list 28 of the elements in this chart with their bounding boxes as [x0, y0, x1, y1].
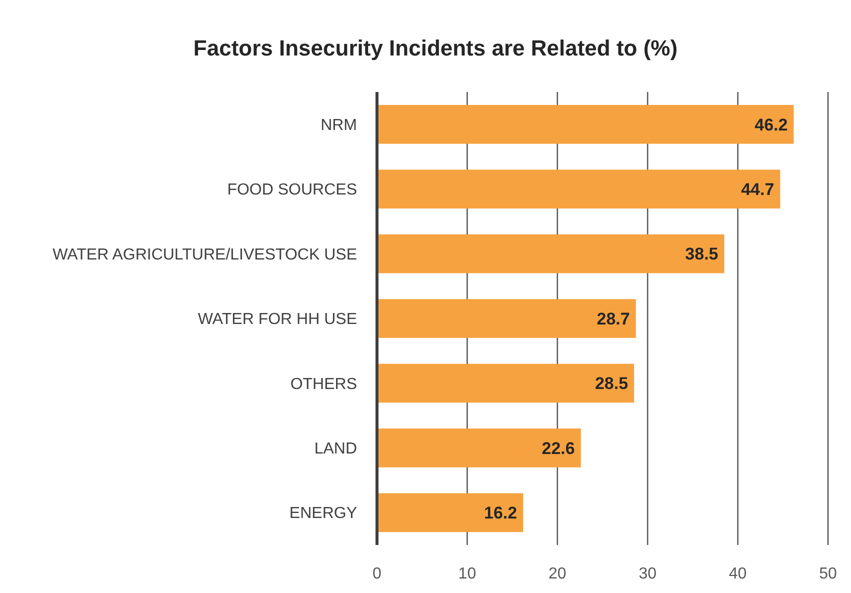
y-tick-label: FOOD SOURCES	[227, 182, 357, 199]
y-tick-label: OTHERS	[290, 376, 357, 393]
bar	[377, 234, 724, 274]
bar	[377, 493, 524, 532]
x-tick-label: 10	[458, 566, 476, 583]
y-tick-label: LAND	[314, 440, 357, 458]
data-label: 44.7	[741, 180, 774, 200]
data-label: 38.5	[685, 244, 718, 264]
bar	[377, 104, 794, 144]
x-tick-label: 0	[372, 566, 382, 583]
y-tick-label: ENERGY	[289, 505, 358, 522]
bar	[377, 299, 636, 338]
bar	[377, 428, 581, 468]
data-label: 22.6	[542, 438, 575, 458]
x-tick-label: 30	[638, 566, 657, 583]
data-label: 28.5	[594, 374, 628, 394]
bar	[377, 170, 780, 208]
x-tick-label: 50	[819, 566, 837, 583]
y-tick-label: WATER FOR HH USE	[198, 311, 357, 328]
data-label: 28.7	[596, 309, 630, 328]
x-tick-label: 40	[728, 566, 747, 583]
data-label: 46.2	[754, 115, 788, 134]
y-tick-label: NRM	[320, 116, 357, 134]
y-tick-label: WATER AGRICULTURE/LIVESTOCK USE	[52, 246, 357, 264]
data-label: 16.2	[484, 504, 518, 523]
bar	[377, 364, 634, 403]
x-tick-label: 20	[548, 566, 566, 583]
chart-title: Factors Insecurity Incidents are Related to (%)	[193, 36, 678, 61]
